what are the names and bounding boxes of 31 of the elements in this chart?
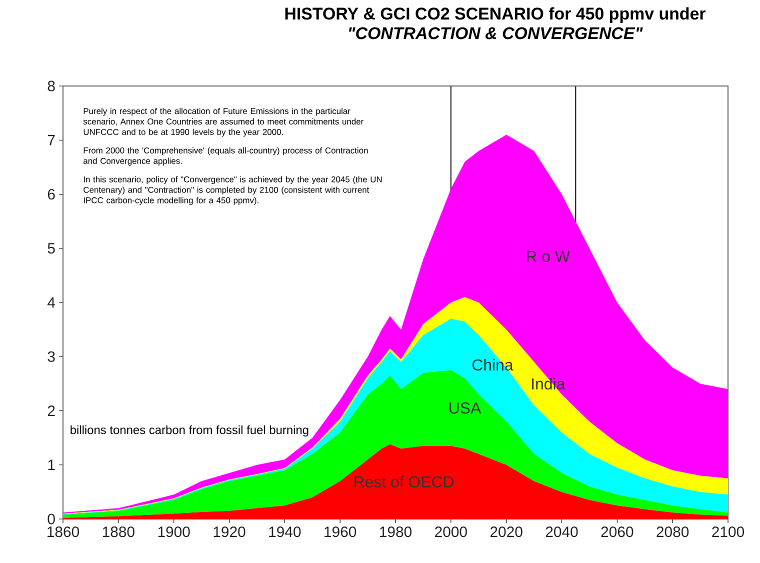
series-label: Rest of OECD	[354, 476, 454, 488]
x-tick-label: 2020	[490, 526, 522, 538]
x-tick-label: 1880	[102, 526, 134, 538]
y-tick-label: 7	[48, 134, 55, 146]
chart-subtitle: "CONTRACTION & CONVERGENCE"	[349, 27, 643, 40]
annotation: Purely in respect of the allocation of Future Emissions in the particular scenario, Annex One Countries are assumed to meet commitments under UNFCCC and to be at 1990 levels by the year 2000.	[83, 108, 364, 137]
x-tick-label: 2080	[656, 526, 689, 538]
chart-title: HISTORY & GCI CO2 SCENARIO for 450 ppmv under	[285, 7, 706, 23]
series-label: R o W	[527, 250, 570, 262]
x-tick-label: 2040	[546, 526, 578, 538]
x-tick-label: 1860	[48, 526, 80, 538]
x-tick-label: 1960	[324, 526, 356, 538]
y-tick-label: 8	[48, 80, 55, 92]
annotation: billions tonnes carbon from fossil fuel burning	[70, 425, 308, 437]
x-tick-label: 2100	[712, 526, 744, 538]
x-tick-label: 1940	[269, 526, 301, 538]
x-tick-label: 1920	[214, 526, 246, 538]
series-label: USA	[450, 402, 482, 414]
y-tick-label: 2	[48, 406, 55, 416]
y-tick-label: 3	[48, 351, 55, 362]
annotation: From 2000 the 'Comprehensive' (equals all-country) process of Contraction and Convergence applies.	[84, 147, 368, 166]
y-tick-label: 0	[48, 514, 55, 524]
x-tick-label: 2000	[435, 526, 467, 538]
y-tick-label: 4	[48, 297, 56, 308]
x-tick-label: 1980	[380, 526, 412, 538]
annotation: In this scenario, policy of "Convergence" is achieved by the year 2045 (the UN Centenary) and "Contraction" is completed by 2100 (consistent with current IPCC carbon-cycle modelling for a 450 ppmv).	[84, 176, 382, 205]
x-tick-label: 1900	[158, 526, 190, 538]
x-tick-label: 2060	[601, 526, 634, 538]
y-tick-label: 6	[48, 188, 55, 200]
y-tick-label: 1	[48, 460, 55, 470]
y-tick-label: 5	[48, 243, 55, 254]
